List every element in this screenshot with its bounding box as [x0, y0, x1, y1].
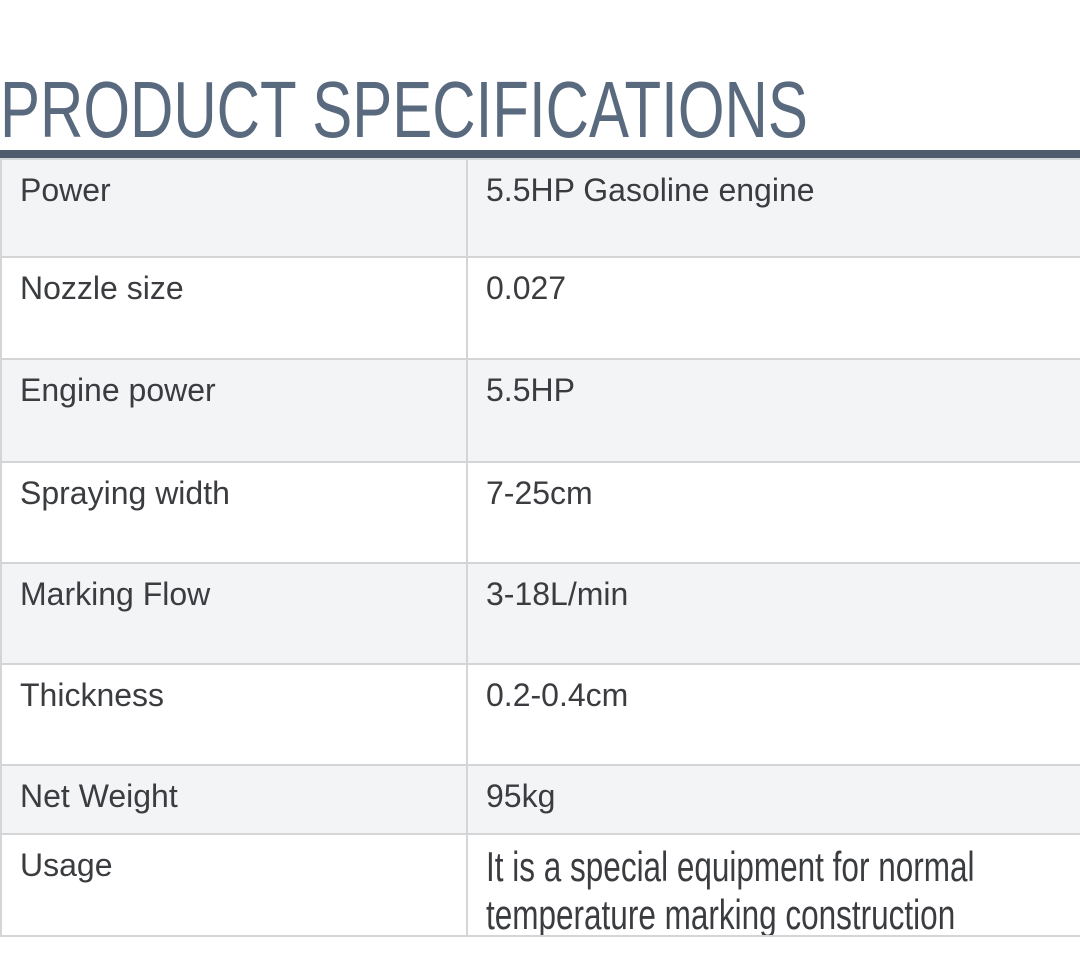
spec-value-cell: 5.5HP Gasoline engine: [486, 172, 815, 208]
spec-value-cell: 0.027: [486, 270, 567, 306]
page-header: PRODUCT SPECIFICATIONS: [0, 0, 1080, 150]
usage-value-text: It is a special equipment for normal tem…: [486, 843, 975, 935]
table-row: Nozzle size 0.027: [2, 258, 1080, 360]
spec-label-cell: Thickness: [2, 665, 468, 764]
title-divider-bar: [0, 150, 1080, 158]
table-row: Spraying width 7-25cm: [2, 463, 1080, 564]
spec-label-cell: Spraying width: [2, 463, 468, 562]
spec-label-cell: Usage: [2, 835, 468, 935]
spec-value-cell: 5.5HP: [486, 372, 575, 408]
page-title: PRODUCT SPECIFICATIONS: [0, 65, 808, 154]
table-row: Net Weight 95kg: [2, 766, 1080, 835]
spec-value-cell: 3-18L/min: [486, 576, 629, 612]
spec-value-cell: 0.2-0.4cm: [486, 677, 629, 713]
table-row: Thickness 0.2-0.4cm: [2, 665, 1080, 766]
spec-label-cell: Marking Flow: [2, 564, 468, 663]
spec-label-cell: Power: [2, 160, 468, 256]
spec-label-cell: Nozzle size: [2, 258, 468, 358]
spec-value-cell: 95kg: [486, 778, 556, 814]
spec-value-cell: 7-25cm: [486, 475, 593, 511]
spec-table: Power 5.5HP Gasoline engine Nozzle size …: [0, 158, 1080, 937]
spec-label-cell: Engine power: [2, 360, 468, 461]
table-row: Power 5.5HP Gasoline engine: [2, 160, 1080, 258]
spec-label-cell: Net Weight: [2, 766, 468, 833]
table-row: Marking Flow 3-18L/min: [2, 564, 1080, 665]
spec-value-cell: It is a special equipment for normal tem…: [468, 835, 1080, 935]
table-row: Usage It is a special equipment for norm…: [2, 835, 1080, 937]
table-row: Engine power 5.5HP: [2, 360, 1080, 463]
